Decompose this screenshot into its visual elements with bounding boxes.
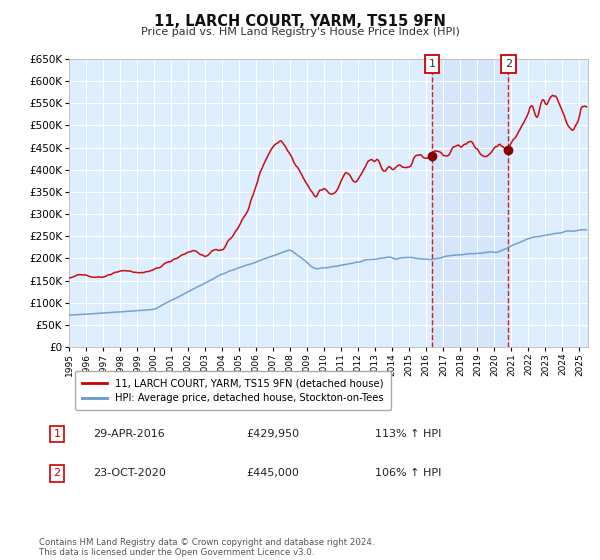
Text: 23-OCT-2020: 23-OCT-2020 [93,468,166,478]
Text: £429,950: £429,950 [246,429,299,439]
Text: 29-APR-2016: 29-APR-2016 [93,429,165,439]
Text: 2: 2 [505,59,512,69]
Legend: 11, LARCH COURT, YARM, TS15 9FN (detached house), HPI: Average price, detached h: 11, LARCH COURT, YARM, TS15 9FN (detache… [75,371,391,410]
Text: £445,000: £445,000 [246,468,299,478]
Text: 1: 1 [428,59,436,69]
Text: 1: 1 [53,429,61,439]
Text: Price paid vs. HM Land Registry's House Price Index (HPI): Price paid vs. HM Land Registry's House … [140,27,460,37]
Text: 2: 2 [53,468,61,478]
Text: 113% ↑ HPI: 113% ↑ HPI [375,429,442,439]
Bar [432,59,508,347]
Text: 11, LARCH COURT, YARM, TS15 9FN: 11, LARCH COURT, YARM, TS15 9FN [154,14,446,29]
Text: Contains HM Land Registry data © Crown copyright and database right 2024.
This d: Contains HM Land Registry data © Crown c… [39,538,374,557]
Text: 106% ↑ HPI: 106% ↑ HPI [375,468,442,478]
